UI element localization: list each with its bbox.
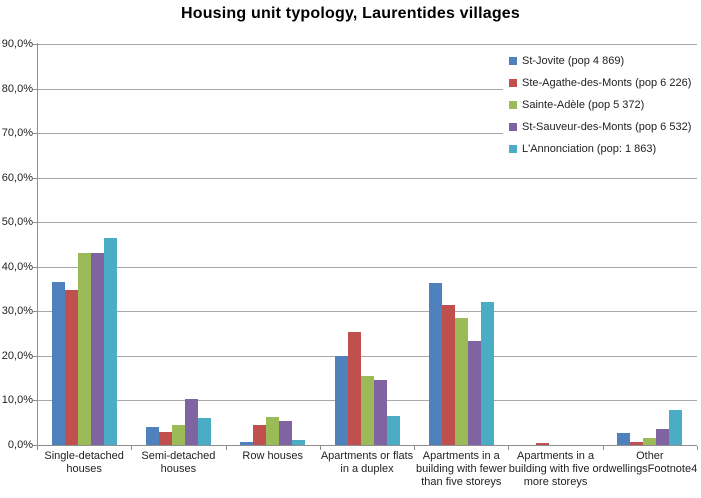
legend-item: Sainte-Adèle (pop 5 372) <box>509 94 699 116</box>
bar <box>158 431 172 445</box>
bar <box>279 420 293 445</box>
bar <box>253 424 267 445</box>
y-axis-label: 70,0% <box>1 127 33 140</box>
x-axis-tick <box>697 446 698 450</box>
plot-area <box>37 44 697 445</box>
bar <box>347 331 361 445</box>
bar <box>360 375 374 445</box>
x-axis-label: Apartments or flats in a duplex <box>320 450 414 475</box>
legend-item: St-Jovite (pop 4 869) <box>509 50 699 72</box>
legend-label: St-Jovite (pop 4 869) <box>522 55 625 67</box>
y-axis-label: 90,0% <box>1 38 33 50</box>
y-axis-label: 50,0% <box>1 216 33 229</box>
bar <box>51 281 65 445</box>
bar <box>656 429 670 445</box>
bar <box>90 252 104 445</box>
y-gridline <box>37 266 697 268</box>
bar <box>145 426 159 445</box>
bar <box>669 410 683 445</box>
y-axis-tick <box>33 445 37 446</box>
legend-swatch-icon <box>509 101 517 109</box>
x-axis-label: Row houses <box>242 450 303 462</box>
y-gridline <box>37 311 697 313</box>
y-axis-label: 80,0% <box>1 82 33 95</box>
legend-label: St-Sauveur-des-Monts (pop 6 532) <box>522 121 692 133</box>
x-axis-label: Semi-detached houses <box>141 450 216 475</box>
y-gridline <box>37 177 697 179</box>
bar <box>480 301 494 445</box>
bar <box>373 379 387 445</box>
bar <box>454 318 468 445</box>
y-gridline <box>37 88 697 90</box>
legend-label: Sainte-Adèle (pop 5 372) <box>522 99 645 111</box>
y-axis-tick <box>33 88 37 90</box>
x-axis-label: Single-detached houses <box>44 450 124 475</box>
bar <box>197 418 211 445</box>
bar <box>617 432 631 445</box>
legend-label: Ste-Agathe-des-Monts (pop 6 226) <box>522 77 692 89</box>
bar <box>266 416 280 445</box>
bar <box>630 441 644 445</box>
y-axis-tick <box>33 133 37 135</box>
y-gridline <box>37 133 697 135</box>
bar <box>428 283 442 445</box>
y-axis-label: 10,0% <box>1 394 33 407</box>
y-axis-line <box>37 43 38 446</box>
x-axis-tick <box>508 446 510 450</box>
y-axis-tick <box>33 44 37 45</box>
x-axis-label: Other dwellingsFootnote4 <box>602 450 698 475</box>
legend-swatch-icon <box>509 145 517 153</box>
x-axis-tick <box>131 446 133 450</box>
x-axis-tick <box>414 446 416 450</box>
legend-swatch-icon <box>509 79 517 87</box>
y-axis-tick <box>33 355 37 357</box>
y-axis-tick <box>33 266 37 268</box>
bar <box>171 424 185 445</box>
x-axis-label: Apartments in a building with five or mo… <box>508 450 603 488</box>
bar <box>643 438 657 445</box>
bar <box>467 340 481 445</box>
legend-item: L'Annonciation (pop: 1 863) <box>509 138 699 160</box>
y-gridline <box>37 44 697 45</box>
bar <box>64 289 78 445</box>
legend-item: St-Sauveur-des-Monts (pop 6 532) <box>509 116 699 138</box>
legend-swatch-icon <box>509 57 517 65</box>
legend: St-Jovite (pop 4 869) Ste-Agathe-des-Mont… <box>503 47 699 164</box>
x-axis-tick <box>37 446 38 450</box>
bar <box>77 252 91 445</box>
bar <box>184 399 198 445</box>
legend-label: L'Annonciation (pop: 1 863) <box>522 143 657 155</box>
x-axis-tick <box>602 446 604 450</box>
legend-swatch-icon <box>509 123 517 131</box>
x-axis-tick <box>319 446 321 450</box>
bar <box>334 356 348 445</box>
y-axis-label: 0,0% <box>7 439 33 451</box>
y-axis-tick <box>33 400 37 402</box>
y-axis-label: 60,0% <box>1 171 33 184</box>
y-gridline <box>37 355 697 357</box>
bar <box>386 415 400 445</box>
x-axis-tick <box>225 446 227 450</box>
x-axis-line <box>37 445 697 446</box>
bar <box>536 443 550 445</box>
legend-item: Ste-Agathe-des-Monts (pop 6 226) <box>509 72 699 94</box>
bar <box>240 442 254 445</box>
bar <box>103 237 117 445</box>
x-axis-label: Apartments in a building with fewer than… <box>416 450 507 488</box>
y-axis-label: 40,0% <box>1 260 33 273</box>
y-axis-label: 20,0% <box>1 349 33 362</box>
y-axis-tick <box>33 311 37 313</box>
bar <box>441 304 455 445</box>
y-axis-tick <box>33 222 37 224</box>
chart-title: Housing unit typology, Laurentides villa… <box>180 5 520 22</box>
bar <box>292 439 306 445</box>
y-axis-label: 30,0% <box>1 305 33 318</box>
y-axis-tick <box>33 177 37 179</box>
y-gridline <box>37 222 697 224</box>
